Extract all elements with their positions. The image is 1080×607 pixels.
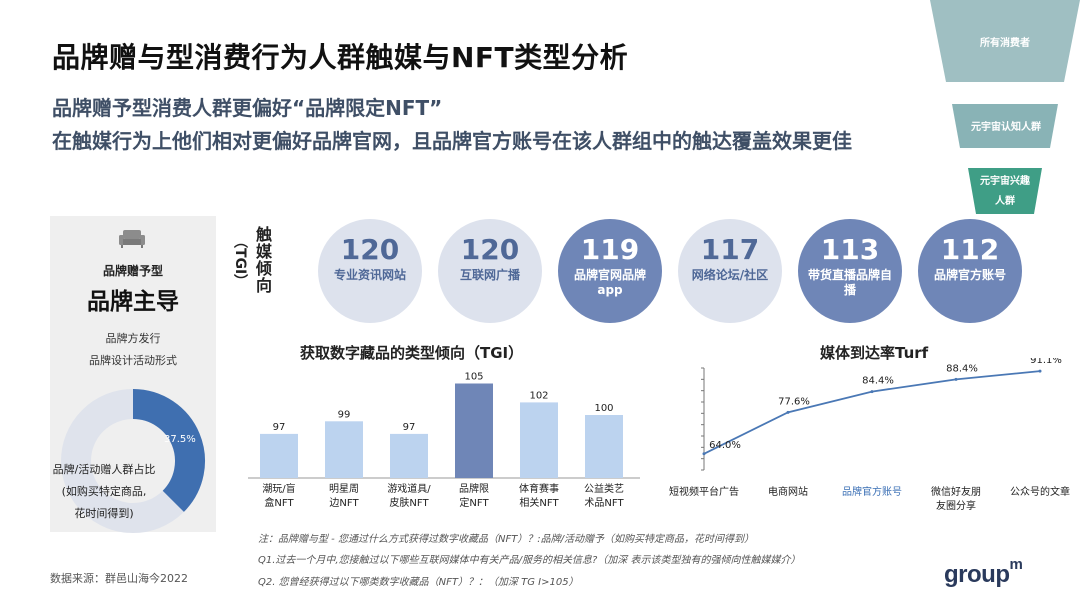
segment-desc-2: 品牌设计活动形式 <box>89 354 177 367</box>
bar-category-label: 潮玩/盲 <box>262 482 295 495</box>
media-tendency-label: 触媒倾向 <box>256 225 273 295</box>
footnote-3: Q2. 您曾经获得过以下哪类数字收藏品（NFT）？：（加深 TG I>105） <box>258 577 579 588</box>
turf-value-label: 64.0% <box>709 440 741 451</box>
bar <box>520 402 558 478</box>
media-circle-value: 117 <box>700 233 760 266</box>
bar-chart-title: 获取数字藏品的类型倾向（TGI） <box>300 344 524 362</box>
page-title: 品牌赠与型消费行为人群触媒与NFT类型分析 <box>52 41 629 74</box>
donut-text-2: (如购买特定商品, <box>61 485 147 498</box>
bar-category-label: 明星周 <box>329 483 359 495</box>
media-circle-value: 112 <box>940 233 1000 266</box>
logo-sup: m <box>1009 556 1023 573</box>
subtitle-1: 品牌赠予型消费人群更偏好“品牌限定NFT” <box>52 96 443 120</box>
bar-value-label: 105 <box>464 372 483 383</box>
subtitle-2: 在触媒行为上他们相对更偏好品牌官网，且品牌官方账号在该人群组中的触达覆盖效果更佳 <box>52 129 852 153</box>
turf-value-label: 84.4% <box>862 376 894 387</box>
media-circle-value: 120 <box>460 233 520 266</box>
bar-value-label: 97 <box>273 422 286 433</box>
funnel-label-1: 所有消费者 <box>980 38 1030 49</box>
funnel-diagram: 所有消费者 元宇宙认知人群 元宇宙兴趣人群 <box>930 0 1080 216</box>
turf-value-label: 77.6% <box>778 396 810 407</box>
bar-category-label: 公益类艺 <box>584 482 624 495</box>
turf-point <box>1038 369 1042 373</box>
segment-type-label: 品牌赠予型 <box>102 264 163 278</box>
bar-category-label: 边NFT <box>329 497 359 509</box>
media-circle-2: 120 互联网广播 <box>438 219 542 323</box>
turf-line-chart: 64.0% 短视频平台广告 77.6% 电商网站 84.4% 品牌官方账号 88.4% 微信好… <box>669 358 1070 512</box>
turf-point <box>786 410 790 414</box>
media-circle-label: 带货直播品牌自播 <box>808 268 893 297</box>
turf-category-label: 电商网站 <box>768 485 808 498</box>
bar-category-label: 游戏道具/ <box>387 482 431 495</box>
bar-category-label: 体育赛事 <box>519 482 559 495</box>
segment-desc-1: 品牌方发行 <box>105 332 161 345</box>
media-circle-1: 120 专业资讯网站 <box>318 219 422 323</box>
couch-icon <box>118 228 146 248</box>
groupm-logo: groupm <box>944 556 1023 589</box>
logo-main: group <box>944 561 1010 588</box>
turf-category-label: 友圈分享 <box>936 499 976 512</box>
segment-main-label: 品牌主导 <box>87 289 179 315</box>
turf-point <box>954 377 958 381</box>
turf-value-label: 88.4% <box>946 363 978 374</box>
footnote-2: Q1.过去一个月中,您接触过以下哪些互联网媒体中有关产品/服务的相关信息?（加深… <box>258 555 801 566</box>
media-circle-3: 119 品牌官网品牌app <box>558 219 662 323</box>
bar-category-label: 术品NFT <box>584 497 624 509</box>
media-circle-label: 品牌官网品牌app <box>573 268 646 297</box>
media-circle-5: 113 带货直播品牌自播 <box>798 219 902 323</box>
turf-value-label: 91.1% <box>1030 358 1062 366</box>
bar <box>390 433 428 478</box>
funnel-label-3: 元宇宙兴趣人群 <box>980 176 1030 207</box>
media-circle-label: 互联网广播 <box>459 268 520 282</box>
bar-value-label: 102 <box>529 390 548 401</box>
media-circle-value: 119 <box>580 233 640 266</box>
media-circle-value: 113 <box>820 233 880 266</box>
data-source: 数据来源：群邑山海今2022 <box>50 572 188 585</box>
footnote-1: 注：品牌赠与型 - 您通过什么方式获得过数字收藏品（NFT）？:品牌/活动赠予（… <box>258 534 755 545</box>
bar-category-label: 皮肤NFT <box>389 496 429 509</box>
funnel-level-2 <box>952 104 1058 148</box>
media-circle-label: 专业资讯网站 <box>333 268 406 282</box>
media-circle-label: 网络论坛/社区 <box>691 268 769 282</box>
turf-category-label: 公众号的文章 <box>1010 485 1070 498</box>
donut-percent-label: 37.5% <box>164 434 196 445</box>
bar-category-label: 相关NFT <box>519 496 559 509</box>
share-donut-chart <box>61 389 205 533</box>
donut-text-1: 品牌/活动赠人群占比 <box>52 463 156 476</box>
turf-category-label: 品牌官方账号 <box>842 485 902 498</box>
bar <box>260 433 298 478</box>
media-circle-value: 120 <box>340 233 400 266</box>
line-chart-title: 媒体到达率Turf <box>820 344 929 362</box>
funnel-level-1 <box>930 0 1080 82</box>
media-circle-6: 112 品牌官方账号 <box>918 219 1022 323</box>
bar-category-label: 盒NFT <box>264 496 294 509</box>
media-tgi-label: （TGI） <box>232 234 248 289</box>
bar-value-label: 100 <box>594 403 613 414</box>
bar-category-label: 定NFT <box>459 496 489 509</box>
donut-text-3: 花时间得到) <box>74 507 134 520</box>
funnel-level-3 <box>968 168 1042 214</box>
turf-point <box>870 390 874 394</box>
turf-category-label: 短视频平台广告 <box>669 485 739 498</box>
donut-slice-share <box>132 389 205 512</box>
turf-point <box>702 452 706 456</box>
bar-value-label: 99 <box>338 409 351 420</box>
bar-category-label: 品牌限 <box>459 482 489 495</box>
media-circle-label: 品牌官方账号 <box>933 268 1006 282</box>
turf-category-label: 微信好友朋 <box>931 485 981 498</box>
bar-value-label: 97 <box>403 422 416 433</box>
media-circle-4: 117 网络论坛/社区 <box>678 219 782 323</box>
bar <box>325 421 363 478</box>
bar <box>455 383 493 478</box>
bar <box>585 415 623 478</box>
funnel-label-2: 元宇宙认知人群 <box>971 122 1041 133</box>
